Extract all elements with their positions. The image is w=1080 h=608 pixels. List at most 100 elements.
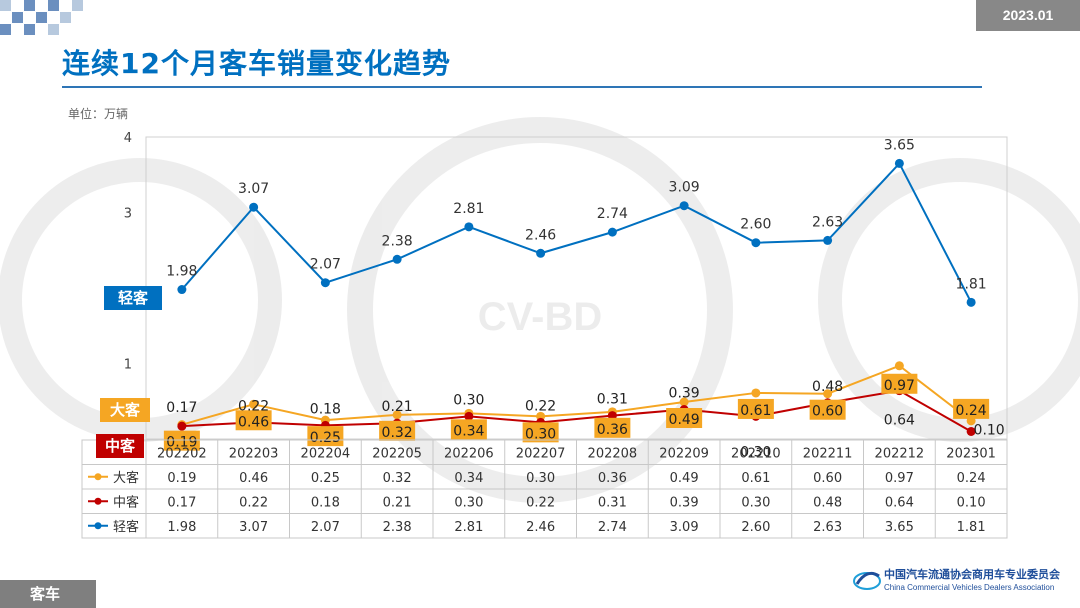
org-name-en: China Commercial Vehicles Dealers Associ… xyxy=(884,583,1055,592)
org-logo xyxy=(853,571,881,590)
table-cell: 0.34 xyxy=(454,471,483,486)
data-point xyxy=(966,426,976,436)
data-point xyxy=(751,388,761,398)
data-point xyxy=(679,397,689,407)
series-line xyxy=(181,364,972,426)
table-cell: 0.64 xyxy=(885,495,914,510)
data-label: 1.81 xyxy=(956,276,987,292)
data-point xyxy=(823,389,833,399)
data-label: 0.97 xyxy=(884,378,915,394)
table-cell: 3.09 xyxy=(670,520,699,535)
data-label-box xyxy=(235,410,272,431)
data-label: 0.36 xyxy=(597,422,628,438)
data-point xyxy=(464,222,474,232)
data-label-box xyxy=(809,399,846,420)
checker-square xyxy=(72,0,83,11)
table-cell: 0.17 xyxy=(167,495,196,510)
data-label: 2.46 xyxy=(525,227,556,243)
x-category-label: 202212 xyxy=(875,446,925,461)
data-point xyxy=(392,254,402,264)
watermark-ring xyxy=(347,117,733,503)
series-tag-mid-bus: 中客 xyxy=(96,434,144,458)
data-label: 0.34 xyxy=(453,423,484,439)
data-label: 0.46 xyxy=(238,414,269,430)
table-series-name: 中客 xyxy=(113,494,139,510)
data-label: 0.25 xyxy=(310,430,341,446)
table-cell: 2.81 xyxy=(454,520,483,535)
table-cell: 0.19 xyxy=(167,471,196,486)
page-title: 连续12个月客车销量变化趋势 xyxy=(62,47,451,80)
section-tag: 客车 xyxy=(0,580,96,608)
org-name-cn: 中国汽车流通协会商用车专业委员会 xyxy=(884,568,1060,581)
data-label: 0.61 xyxy=(740,403,771,419)
data-label-box xyxy=(737,398,774,419)
table-legend-marker xyxy=(94,522,102,530)
watermark-text: CV-BD xyxy=(478,295,602,339)
table-cell: 0.49 xyxy=(670,471,699,486)
data-point xyxy=(607,227,617,237)
data-label: 0.30 xyxy=(525,426,556,442)
table-cell: 0.24 xyxy=(957,471,986,486)
x-category-label: 202205 xyxy=(372,446,422,461)
data-point xyxy=(177,285,187,295)
y-tick-label: 4 xyxy=(124,131,132,146)
data-label-box xyxy=(379,420,416,441)
table-cell: 2.63 xyxy=(813,520,842,535)
data-point xyxy=(894,361,904,371)
series-line xyxy=(181,389,972,433)
data-label: 0.48 xyxy=(812,379,843,395)
data-label: 2.60 xyxy=(740,217,771,233)
watermark-ring xyxy=(0,158,282,442)
data-label: 0.31 xyxy=(597,392,628,408)
corner-checker-decoration xyxy=(0,0,83,35)
data-label: 0.22 xyxy=(525,398,556,414)
checker-square xyxy=(24,0,35,11)
table-cell: 0.48 xyxy=(813,495,842,510)
table-cell: 0.30 xyxy=(454,495,483,510)
data-label-box xyxy=(666,408,703,429)
table-cell: 0.22 xyxy=(526,495,555,510)
data-label: 0.60 xyxy=(812,404,843,420)
table-cell: 0.25 xyxy=(311,471,340,486)
checker-square xyxy=(60,12,71,23)
table-cell: 2.38 xyxy=(383,520,412,535)
table-cell: 2.46 xyxy=(526,520,555,535)
table-cell: 0.32 xyxy=(383,471,412,486)
data-label: 0.32 xyxy=(382,425,413,441)
data-label: 0.24 xyxy=(956,403,987,419)
checker-square xyxy=(12,12,23,23)
x-category-label: 202202 xyxy=(157,446,207,461)
table-cell: 0.61 xyxy=(741,471,770,486)
data-point xyxy=(966,297,976,307)
data-label: 0.19 xyxy=(166,435,197,451)
data-label-box xyxy=(881,373,918,394)
x-category-label: 202209 xyxy=(659,446,709,461)
table-cell: 0.30 xyxy=(741,495,770,510)
table-legend-marker xyxy=(94,473,102,481)
data-label-box xyxy=(953,398,990,419)
table-cell: 1.81 xyxy=(957,520,986,535)
x-category-label: 202211 xyxy=(803,446,853,461)
table-cell: 2.07 xyxy=(311,520,340,535)
data-point xyxy=(751,238,761,248)
watermark-ring xyxy=(818,158,1080,442)
data-label: 2.74 xyxy=(597,206,628,222)
data-point xyxy=(679,201,689,211)
checker-square xyxy=(0,24,11,35)
data-point xyxy=(249,202,259,212)
data-label: 0.49 xyxy=(669,412,700,428)
table-cell: 0.21 xyxy=(383,495,412,510)
data-label: 0.30 xyxy=(740,444,771,460)
table-cell: 0.18 xyxy=(311,495,340,510)
data-point xyxy=(320,278,330,288)
y-tick-label: 1 xyxy=(124,358,132,373)
data-label: 3.07 xyxy=(238,181,269,197)
x-category-label: 202203 xyxy=(229,446,279,461)
data-label: 1.98 xyxy=(166,264,197,280)
checker-square xyxy=(24,24,35,35)
data-label: 2.81 xyxy=(453,201,484,217)
unit-label: 单位：万辆 xyxy=(68,107,129,121)
table-cell: 0.30 xyxy=(526,471,555,486)
date-badge: 2023.01 xyxy=(976,0,1080,31)
